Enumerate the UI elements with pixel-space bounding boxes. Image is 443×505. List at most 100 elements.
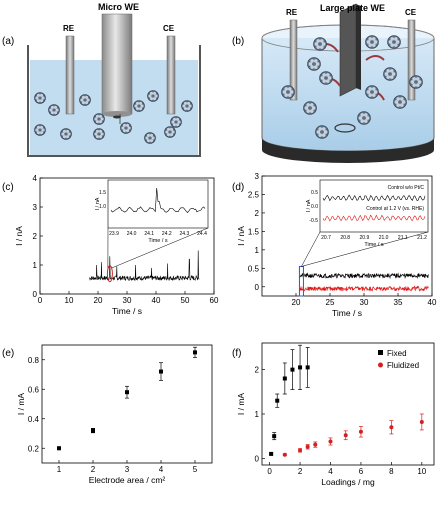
inset-frame <box>108 180 208 228</box>
y-tick-label: 0.5 <box>248 264 260 273</box>
nanoparticle-dot <box>390 43 394 47</box>
y-axis-label: I / nA <box>14 226 24 246</box>
panel-b-schematic: (b) Large plate WE RE CE <box>222 0 443 168</box>
nanoparticle-dot <box>367 90 371 94</box>
panel-c-label: (c) <box>2 182 14 193</box>
panel-f-label: (f) <box>232 348 241 359</box>
inset-x-tick-label: 24.0 <box>127 231 137 237</box>
nanoparticle-icon <box>314 38 327 51</box>
nanoparticle-dot <box>364 119 368 123</box>
nanoparticle-dot <box>86 98 89 101</box>
nanoparticle-icon <box>316 126 329 139</box>
nanoparticle-dot <box>150 134 153 137</box>
x-tick-label: 0 <box>267 467 272 476</box>
nanoparticle-dot <box>176 118 179 121</box>
nanoparticle-dot <box>99 135 102 138</box>
nanoparticle-dot <box>400 97 404 101</box>
data-point <box>275 399 279 403</box>
nanoparticle-dot <box>40 99 43 102</box>
nanoparticle-dot <box>148 94 151 97</box>
data-point <box>306 445 310 449</box>
y-tick-label: 2 <box>33 232 38 241</box>
legend-marker <box>378 350 383 355</box>
nanoparticle-icon <box>282 86 295 99</box>
nanoparticle-icon <box>394 96 407 109</box>
panel-d-label: (d) <box>232 182 244 193</box>
nanoparticle-dot <box>324 130 328 134</box>
inset-x-tick-label: 20.9 <box>360 235 370 241</box>
nanoparticle-dot <box>385 72 389 76</box>
nanoparticle-dot <box>318 127 322 131</box>
nanoparticle-dot <box>306 109 310 113</box>
panel-e-label: (e) <box>2 348 14 359</box>
nanoparticle-dot <box>134 104 137 107</box>
inset-x-tick-label: 24.1 <box>144 231 154 237</box>
nanoparticle-dot <box>170 128 173 131</box>
plot-frame <box>42 345 212 463</box>
data-point <box>420 420 424 424</box>
y-tick-label: 0.6 <box>28 385 40 394</box>
nanoparticle-dot <box>316 39 320 43</box>
nanoparticle-icon <box>94 114 105 125</box>
data-point <box>313 443 317 447</box>
nanoparticle-dot <box>395 100 399 104</box>
inset-x-tick-label: 24.3 <box>180 231 190 237</box>
y-axis-label: I / mA <box>16 393 26 416</box>
nanoparticle-dot <box>35 96 38 99</box>
nanoparticle-dot <box>139 102 142 105</box>
nanoparticle-dot <box>123 124 126 127</box>
nanoparticle-dot <box>85 96 88 99</box>
nanoparticle-dot <box>99 120 102 123</box>
nanoparticle-dot <box>368 93 372 97</box>
data-point <box>272 434 276 438</box>
x-tick-label: 30 <box>123 296 132 305</box>
nanoparticle-dot <box>366 116 370 120</box>
nanoparticle-dot <box>360 119 364 123</box>
nanoparticle-icon <box>366 36 379 49</box>
nanoparticle-dot <box>416 77 420 81</box>
x-tick-label: 25 <box>326 298 335 307</box>
nanoparticle-dot <box>321 76 325 80</box>
x-tick-label: 2 <box>298 467 303 476</box>
nanoparticle-dot <box>284 87 288 91</box>
nanoparticle-dot <box>320 39 324 43</box>
nanoparticle-dot <box>368 37 372 41</box>
nanoparticle-dot <box>165 130 168 133</box>
nanoparticle-dot <box>412 77 416 81</box>
nanoparticle-icon <box>148 91 159 102</box>
nanoparticle-dot <box>54 111 57 114</box>
nanoparticle-dot <box>40 94 43 97</box>
nanoparticle-dot <box>418 80 422 84</box>
nanoparticle-dot <box>123 129 126 132</box>
y-tick-label: 0 <box>255 283 260 292</box>
data-point <box>283 376 287 380</box>
nanoparticle-dot <box>390 69 394 73</box>
nanoparticle-dot <box>368 43 372 47</box>
nanoparticle-dot <box>154 94 157 97</box>
legend-marker <box>378 363 383 368</box>
nanoparticle-dot <box>309 62 313 66</box>
nanoparticle-dot <box>326 73 330 77</box>
nanoparticle-dot <box>153 97 156 100</box>
nanoparticle-dot <box>322 133 326 137</box>
nanoparticle-dot <box>372 93 376 97</box>
nanoparticle-dot <box>147 134 150 137</box>
y-tick-label: 2 <box>255 366 260 375</box>
nanoparticle-dot <box>411 80 415 84</box>
nanoparticle-icon <box>358 112 371 125</box>
nanoparticle-dot <box>187 107 190 110</box>
data-point <box>344 433 348 437</box>
nanoparticle-dot <box>100 117 103 120</box>
inset-x-label: Time / s <box>148 238 168 244</box>
x-tick-label: 8 <box>389 467 394 476</box>
nanoparticle-dot <box>416 83 420 87</box>
legend-label: Fixed <box>387 349 407 358</box>
nanoparticle-icon <box>165 127 176 138</box>
nanoparticle-dot <box>390 37 394 41</box>
inset-x-tick-label: 23.9 <box>109 231 119 237</box>
inset-y-tick-label: -0.5 <box>309 218 318 224</box>
zoom-line <box>301 232 320 266</box>
y-tick-label: 0 <box>255 454 260 463</box>
nanoparticle-dot <box>315 42 319 46</box>
